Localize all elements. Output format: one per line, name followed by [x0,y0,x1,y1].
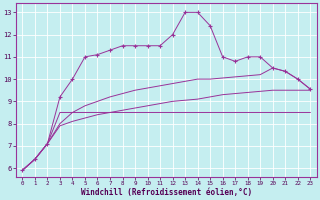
X-axis label: Windchill (Refroidissement éolien,°C): Windchill (Refroidissement éolien,°C) [81,188,252,197]
